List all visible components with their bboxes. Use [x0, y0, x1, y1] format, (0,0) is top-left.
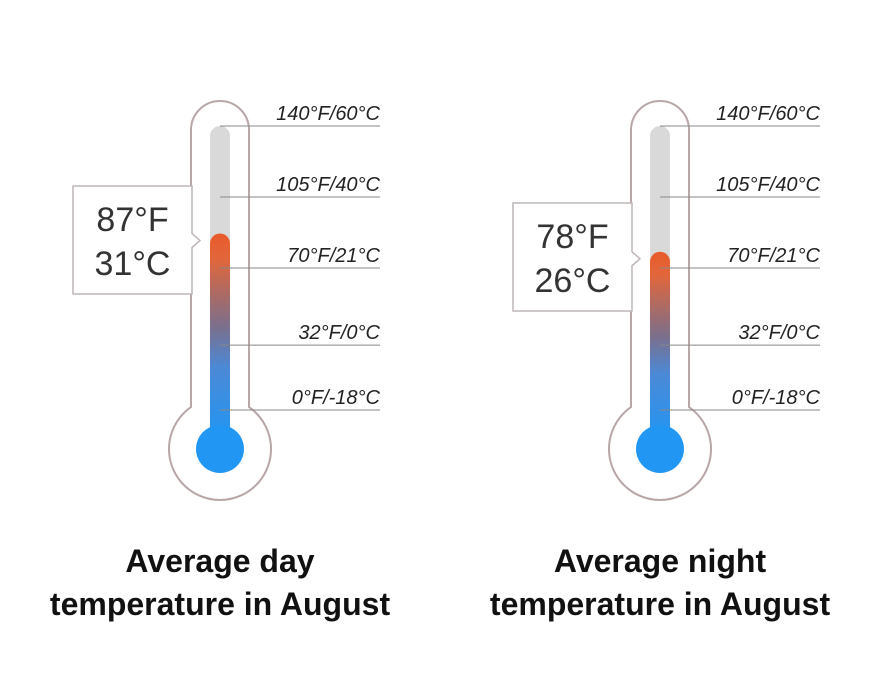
night-tick-label: 140°F/60°C: [716, 103, 820, 125]
day-tick-label: 70°F/21°C: [287, 245, 380, 267]
night-tick-label: 0°F/-18°C: [732, 387, 821, 409]
night-value-celsius: 26°C: [535, 262, 611, 300]
night-thermometer: 140°F/60°C 105°F/40°C 70°F/21°C 32°F/0°C 0°F…: [512, 100, 821, 501]
day-tick-label: 0°F/-18°C: [292, 387, 381, 409]
night-mercury-bulb: [636, 425, 684, 473]
day-mercury-bulb: [196, 425, 244, 473]
night-tick-label: 70°F/21°C: [727, 245, 820, 267]
night-value-fahrenheit: 78°F: [536, 218, 608, 256]
day-chart-title: Average day temperature in August: [20, 540, 420, 626]
night-value-callout: [512, 202, 642, 312]
night-mercury-column: [650, 251, 670, 440]
night-chart-title: Average night temperature in August: [460, 540, 860, 626]
day-tick-label: 105°F/40°C: [276, 174, 380, 196]
day-value-fahrenheit: 87°F: [96, 201, 168, 239]
day-mercury-column: [210, 233, 230, 440]
day-value-callout: [72, 185, 202, 295]
thermometer-chart-canvas: 140°F/60°C 105°F/40°C 70°F/21°C 32°F/0°C 0°F…: [72, 100, 821, 501]
night-title-line-2: temperature in August: [489, 586, 831, 622]
day-value-celsius: 31°C: [95, 245, 171, 283]
day-title-line-1: Average day: [125, 543, 315, 579]
day-tick-label: 140°F/60°C: [276, 103, 380, 125]
night-tick-label: 32°F/0°C: [738, 322, 820, 344]
day-title-line-2: temperature in August: [49, 586, 391, 622]
day-tick-label: 32°F/0°C: [298, 322, 380, 344]
night-tick-label: 105°F/40°C: [716, 174, 820, 196]
day-thermometer: 140°F/60°C 105°F/40°C 70°F/21°C 32°F/0°C 0°F…: [72, 100, 381, 501]
night-title-line-1: Average night: [553, 543, 767, 579]
